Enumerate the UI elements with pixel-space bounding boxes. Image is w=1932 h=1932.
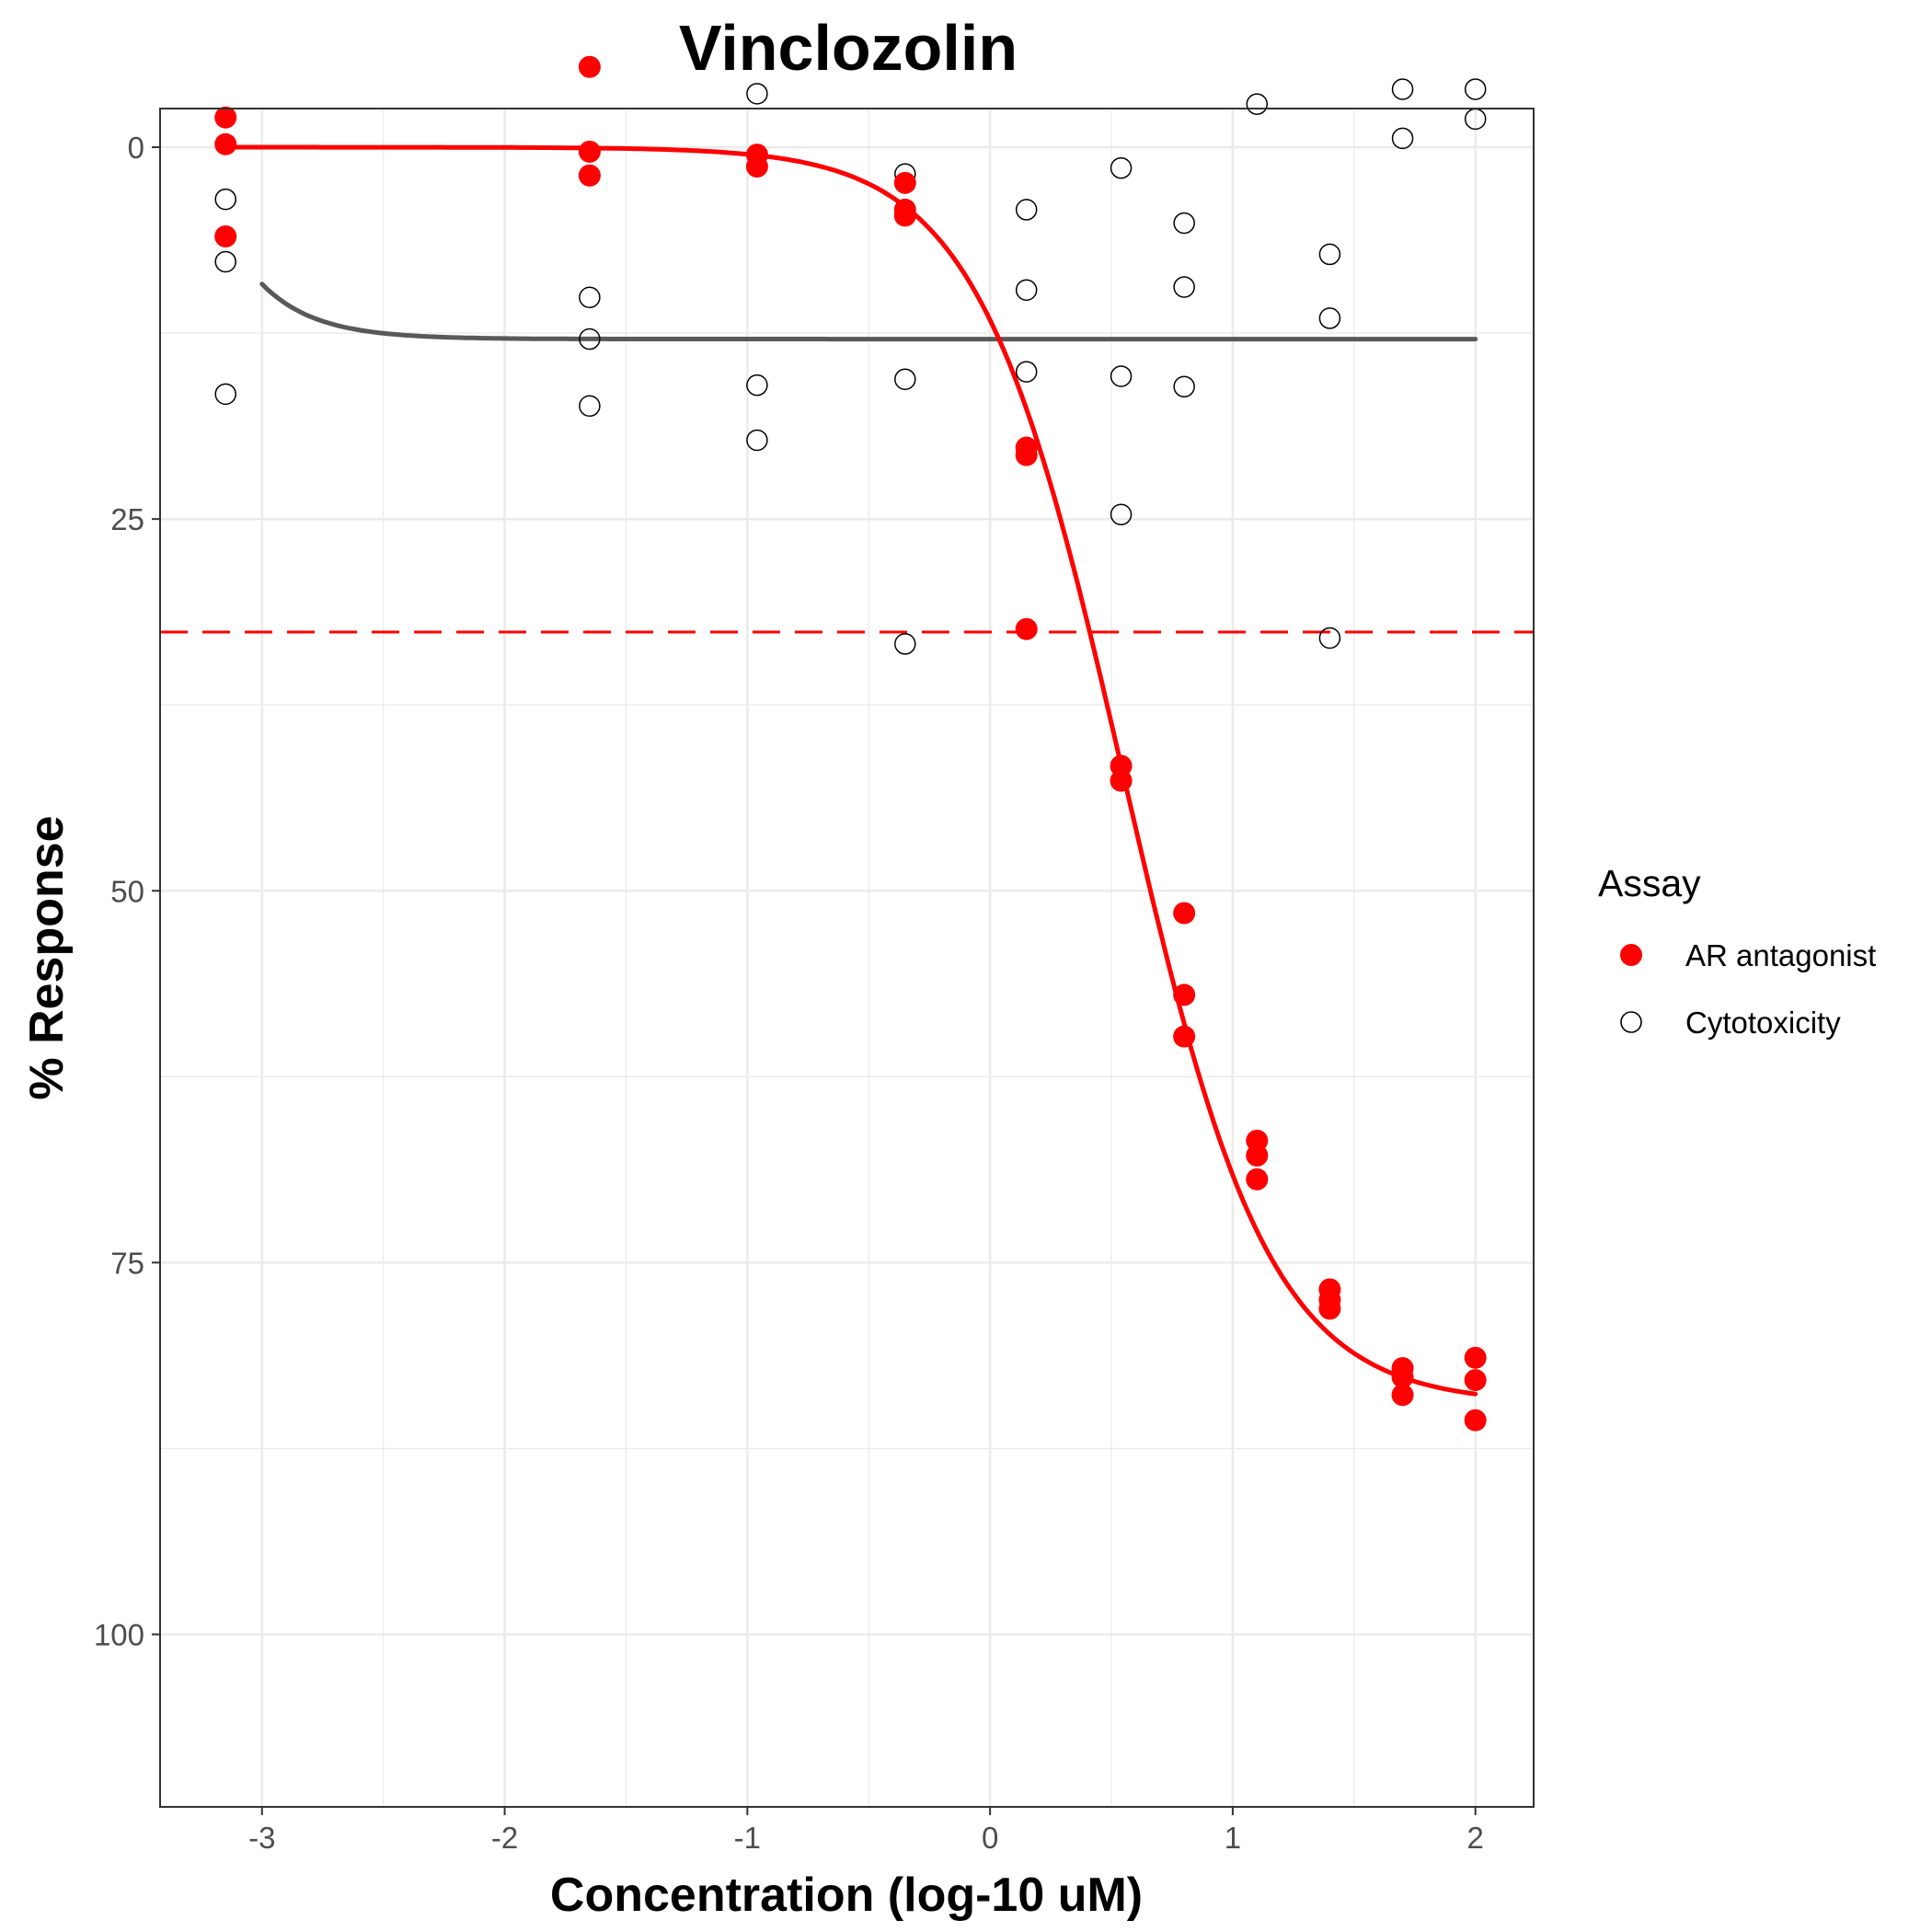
legend-label-cytotoxicity: Cytotoxicity [1685,1006,1841,1040]
ar-antagonist-point [214,132,237,155]
cytotoxicity-point [1015,361,1038,383]
cytotoxicity-point [579,286,601,309]
cytotoxicity-point [746,374,768,397]
cytotoxicity-fit-curve [259,282,1478,342]
ar-antagonist-fit-curve [223,144,1478,1397]
fit-curves [223,144,1478,1397]
legend: Assay AR antagonist Cytotoxicity [1598,862,1876,1040]
y-tick-label: 0 [128,131,144,165]
cytotoxicity-point [1110,365,1133,387]
cytotoxicity-point [1110,503,1133,526]
ar-antagonist-point [1464,1369,1487,1392]
cytotoxicity-point [1015,199,1038,221]
cytotoxicity-point [1173,375,1195,398]
plot-panel [160,109,1534,1807]
cytotoxicity-point [1391,78,1414,100]
ar-antagonist-point [1173,1025,1196,1048]
cytotoxicity-point [1246,93,1269,115]
ar-antagonist-point [1110,769,1133,792]
ar-antagonist-point [1015,617,1038,640]
cytotoxicity-point [214,383,236,406]
ar-antagonist-point [1318,1297,1341,1320]
ar-antagonist-point [1391,1365,1414,1388]
ar-antagonist-point [1246,1144,1269,1167]
ar-antagonist-point [214,225,237,248]
x-axis-ticks: -3 -2 -1 0 1 2 [248,1807,1484,1855]
y-tick-label: 100 [94,1617,144,1651]
cytotoxicity-point [579,395,601,418]
cytotoxicity-point [1318,307,1341,329]
ar-antagonist-point [578,140,601,163]
ar-antagonist-point [1464,1346,1487,1369]
ar-antagonist-point [214,106,237,129]
cytotoxicity-point [1110,156,1133,179]
x-tick-label: -3 [248,1821,275,1855]
chart-title: Vinclozolin [679,12,1018,84]
ar-antagonist-point [893,204,916,227]
ar-antagonist-point [1391,1384,1414,1407]
x-tick-label: -2 [491,1821,518,1855]
cytotoxicity-point [579,328,601,351]
y-tick-label: 50 [110,874,144,908]
ar-antagonist-point [578,55,601,78]
cytotoxicity-point [1173,276,1195,298]
ar-antagonist-point [1173,902,1196,925]
cytotoxicity-point [1173,212,1195,235]
ar-antagonist-point [1173,983,1196,1006]
x-axis-title: Concentration (log-10 uM) [550,1869,1143,1922]
cytotoxicity-point [214,250,236,273]
ar-antagonist-point [1246,1167,1269,1190]
ar-antagonist-point [1015,443,1038,466]
y-tick-label: 25 [110,502,144,536]
x-tick-label: 0 [982,1821,998,1855]
x-tick-label: 1 [1225,1821,1241,1855]
legend-key-ar-antagonist [1620,944,1642,966]
ar-antagonist-point [578,164,601,187]
legend-key-cytotoxicity [1620,1011,1642,1033]
y-axis-ticks: 0 25 50 75 100 [94,131,160,1651]
panel-border [159,108,1535,1808]
y-axis-title: % Response [20,815,74,1099]
cytotoxicity-point [894,633,916,655]
data-points [214,55,1487,1432]
ar-antagonist-point [893,171,916,194]
cytotoxicity-point [1464,78,1487,100]
ar-antagonist-point [745,155,768,178]
ar-antagonist-point [1464,1409,1487,1432]
legend-label-ar-antagonist: AR antagonist [1685,938,1876,972]
x-tick-label: -1 [734,1821,761,1855]
cytotoxicity-point [1318,243,1341,266]
legend-title: Assay [1598,862,1701,904]
y-tick-label: 75 [110,1246,144,1280]
cytotoxicity-point [894,368,916,390]
cytotoxicity-point [1318,627,1341,650]
cytotoxicity-point [746,83,768,105]
cytotoxicity-point [1391,127,1414,150]
x-tick-label: 2 [1467,1821,1484,1855]
cytotoxicity-point [1015,279,1038,301]
cytotoxicity-point [214,188,236,211]
cytotoxicity-point [746,429,768,452]
